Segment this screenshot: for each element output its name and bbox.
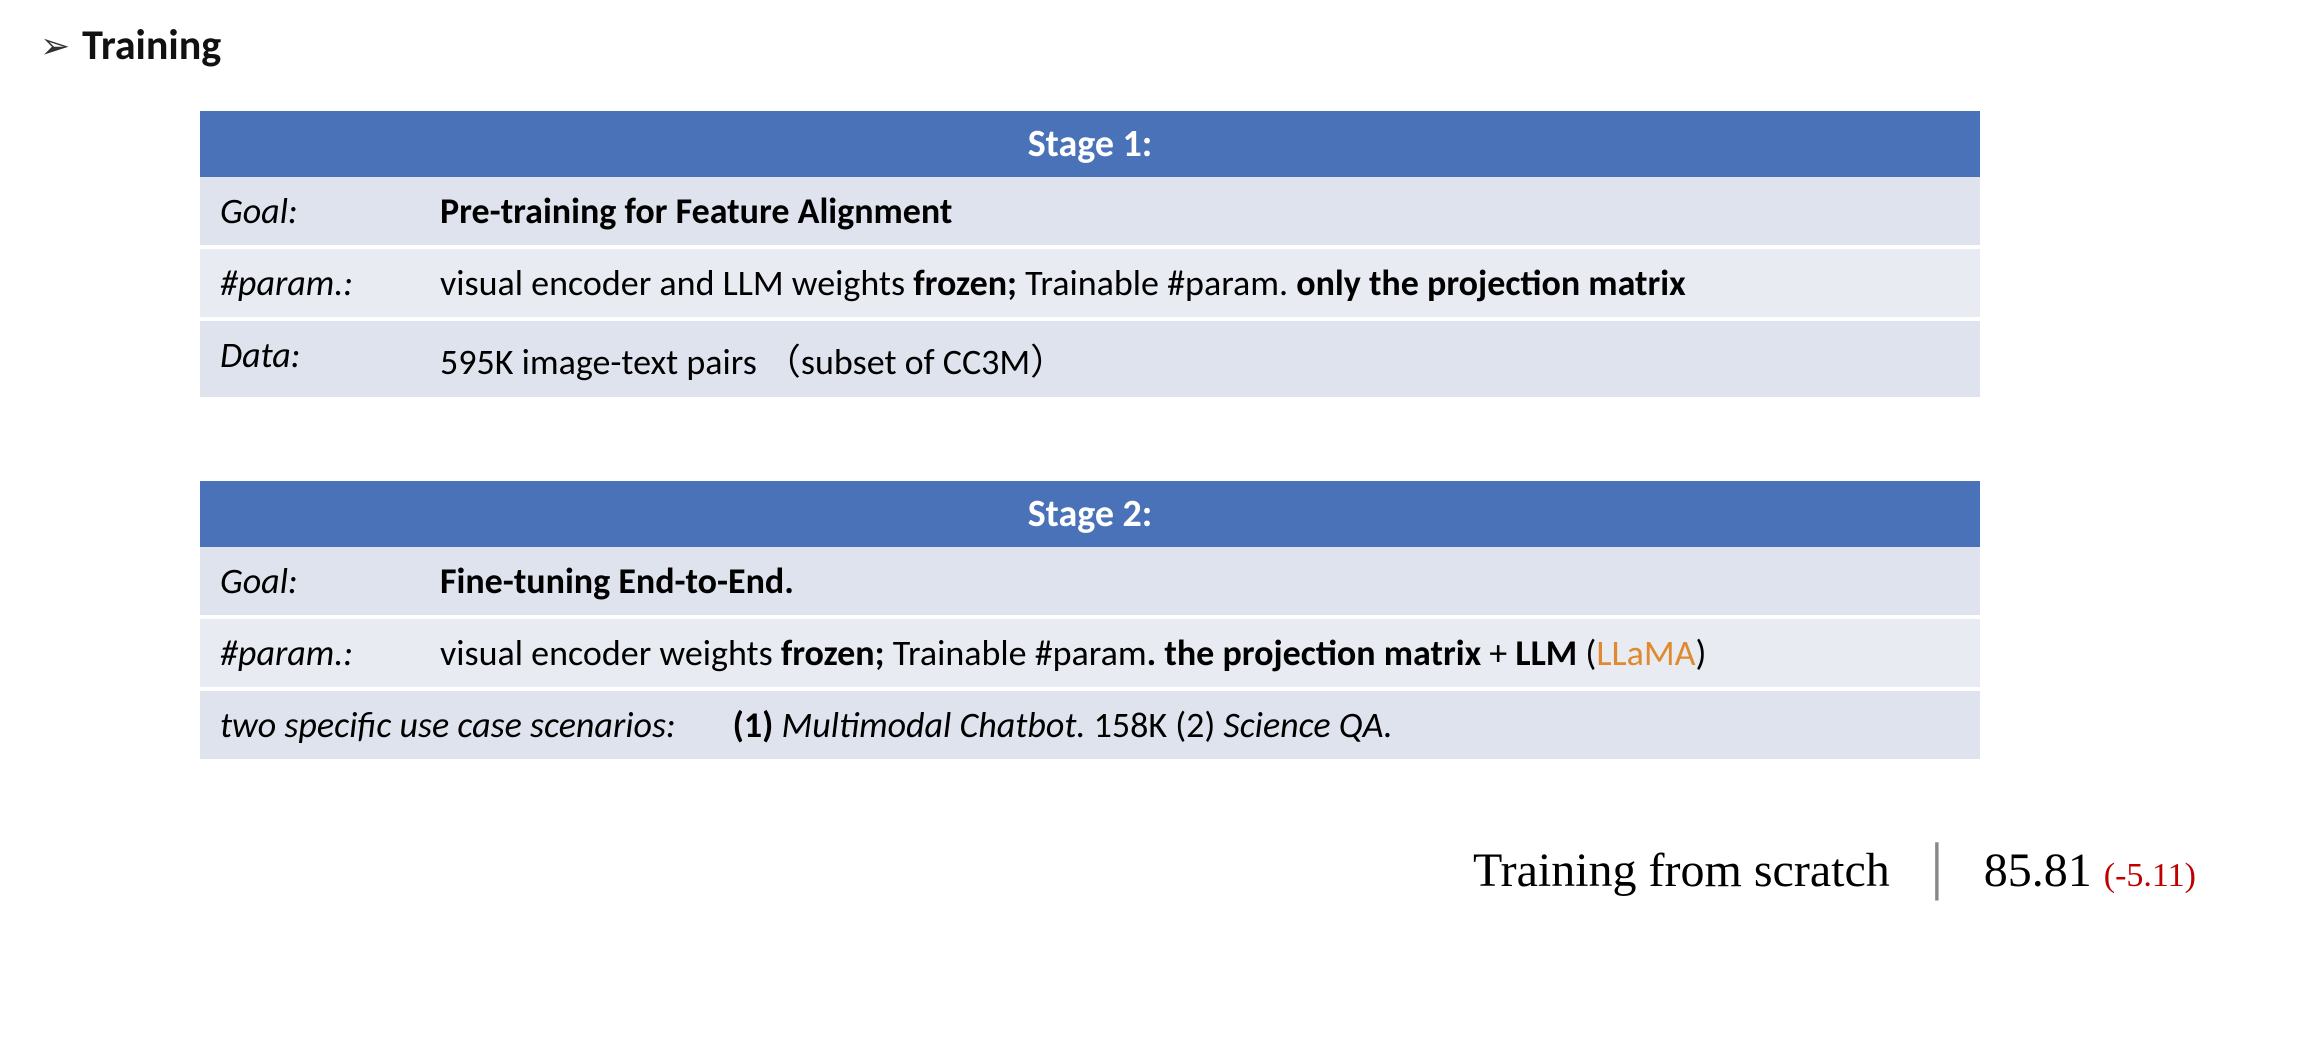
title-text: Training [82, 20, 221, 71]
stage1-header-row: Stage 1: [200, 111, 1980, 177]
text-segment-bold: (1) [733, 703, 774, 747]
text-segment-italic: Multimodal Chatbot. [773, 703, 1085, 747]
stage1-data-value: 595K image-text pairs （subset of CC3M） [420, 319, 1980, 399]
stage1-param-value: visual encoder and LLM weights frozen; T… [420, 247, 1980, 319]
stage2-table: Stage 2: Goal: Fine-tuning End-to-End. #… [200, 481, 1980, 763]
text-segment: Trainable #param. [1017, 261, 1296, 305]
section-title: ➢ Training [40, 20, 2276, 71]
footer-text: Training from scratch [1473, 844, 1890, 897]
text-segment-orange: LLaMA [1596, 631, 1695, 675]
text-segment-bold: LLM [1515, 631, 1577, 675]
stage2-goal-label: Goal: [200, 547, 420, 617]
text-segment: ( [1577, 631, 1596, 675]
footer-result: Training from scratch │ 85.81 (-5.11) [40, 843, 2276, 898]
stage2-goal-value: Fine-tuning End-to-End. [420, 547, 1980, 617]
text-segment: visual encoder weights [440, 631, 781, 675]
text-segment: (2) [1175, 703, 1223, 747]
bullet-arrow-icon: ➢ [40, 28, 70, 64]
text-segment: visual encoder and LLM weights [440, 261, 913, 305]
text-segment-bold: frozen; [913, 261, 1017, 305]
text-segment-bold: only the projection matrix [1296, 261, 1685, 305]
text-segment-italic: Science QA. [1223, 703, 1392, 747]
text-segment-bold: frozen; [781, 631, 885, 675]
text-segment-bold: . the projection matrix [1147, 631, 1482, 675]
stage2-scenarios-row: two specific use case scenarios: (1) Mul… [200, 689, 1980, 761]
text-segment: Trainable #param [885, 631, 1147, 675]
stage1-param-row: #param.: visual encoder and LLM weights … [200, 247, 1980, 319]
text-segment: 158K [1085, 703, 1175, 747]
stage1-header: Stage 1: [200, 111, 1980, 177]
stage1-data-label-text: Data: [220, 333, 300, 377]
stage2-header-row: Stage 2: [200, 481, 1980, 547]
footer-value: 85.81 [1984, 844, 2092, 897]
stage2-scen-label: two specific use case scenarios: [220, 703, 676, 747]
stage1-table: Stage 1: Goal: Pre-training for Feature … [200, 111, 1980, 401]
text-segment: ) [1695, 631, 1706, 675]
stage2-param-label: #param.: [200, 617, 420, 689]
footer-delta: (-5.11) [2104, 857, 2196, 894]
stage2-scenarios: two specific use case scenarios: (1) Mul… [200, 689, 1980, 761]
stage1-goal-value: Pre-training for Feature Alignment [420, 177, 1980, 247]
stage2-param-row: #param.: visual encoder weights frozen; … [200, 617, 1980, 689]
stage2-goal-row: Goal: Fine-tuning End-to-End. [200, 547, 1980, 617]
footer-divider: │ [1902, 844, 1972, 897]
stage1-data-label: Data: [200, 319, 420, 399]
stage2-param-value: visual encoder weights frozen; Trainable… [420, 617, 1980, 689]
stage1-param-label: #param.: [200, 247, 420, 319]
text-segment: + [1481, 631, 1515, 675]
stage1-goal-row: Goal: Pre-training for Feature Alignment [200, 177, 1980, 247]
stage2-header: Stage 2: [200, 481, 1980, 547]
stage1-goal-label: Goal: [200, 177, 420, 247]
stage1-data-row: Data: 595K image-text pairs （subset of C… [200, 319, 1980, 399]
